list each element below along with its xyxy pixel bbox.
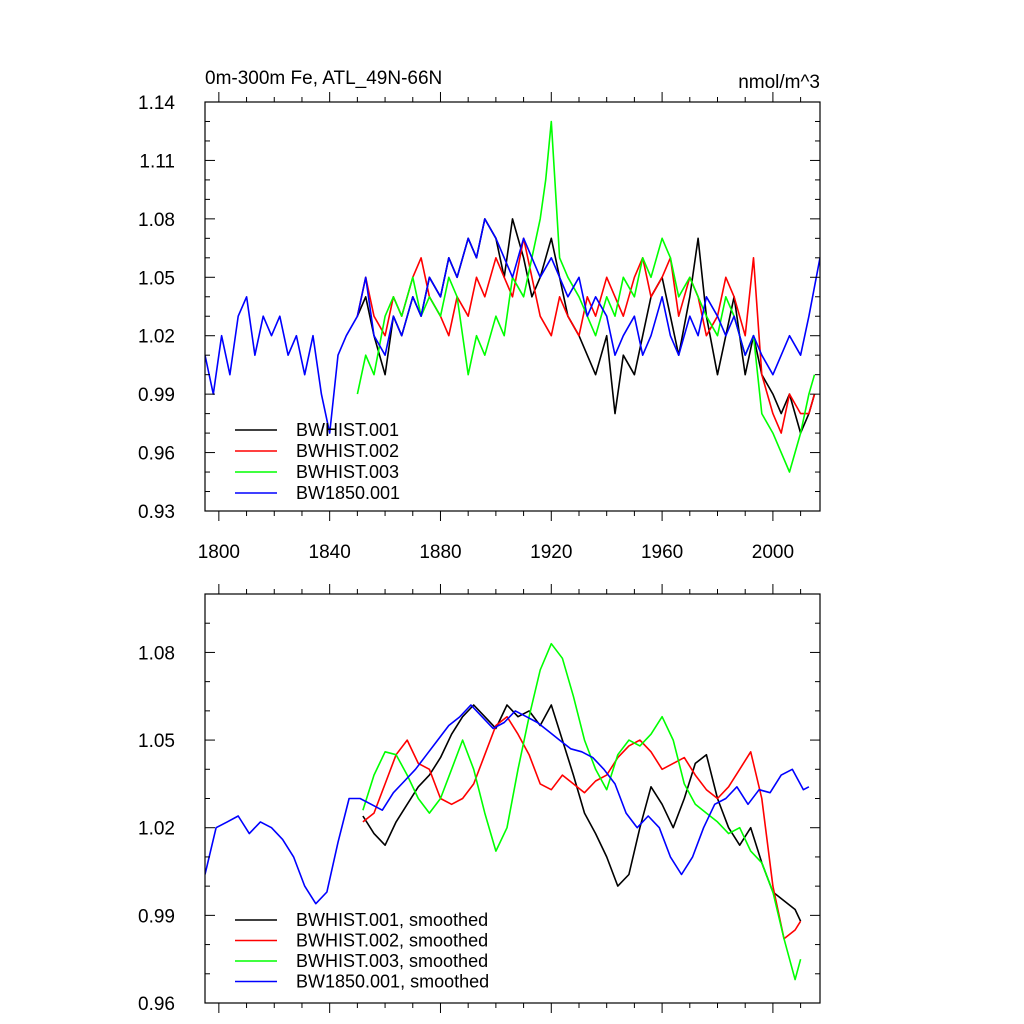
bottom-legend-label-1: BWHIST.002, smoothed <box>296 931 488 951</box>
top-legend-label-3: BW1850.001 <box>296 483 400 503</box>
bottom-legend-label-2: BWHIST.003, smoothed <box>296 951 488 971</box>
top-y-tick-label: 0.96 <box>138 444 175 465</box>
top-y-tick-label: 1.11 <box>139 151 175 172</box>
top-plot-frame <box>204 101 821 512</box>
top-legend-label-1: BWHIST.002 <box>296 441 399 461</box>
top-y-tick-label: 1.05 <box>138 268 175 289</box>
top-y-tick-label: 1.02 <box>138 327 175 348</box>
top-chart-title: 0m-300m Fe, ATL_49N-66N <box>205 68 442 89</box>
bottom-panel: 0.96 0.99 1.02 1.05 1.08 BWHIST.001, smoothed… <box>138 584 821 1015</box>
bottom-series-line-2 <box>362 642 802 981</box>
top-y-tick-label: 1.14 <box>138 93 175 114</box>
top-x-tick-label: 1800 <box>198 542 240 563</box>
top-series-line-1 <box>356 237 816 434</box>
top-units-label: nmol/m^3 <box>738 72 820 93</box>
top-legend-label-2: BWHIST.003 <box>296 462 399 482</box>
bottom-legend-label-3: BW1850.001, smoothed <box>296 972 489 992</box>
bottom-y-tick-label: 1.08 <box>138 643 175 664</box>
bottom-y-tick-label: 1.02 <box>138 819 175 840</box>
top-x-tick-label: 1840 <box>309 542 351 563</box>
top-x-tick-label: 1960 <box>641 542 683 563</box>
top-y-tick-label: 0.93 <box>138 502 175 523</box>
top-x-tick-label: 2000 <box>752 542 794 563</box>
top-y-tick-label: 0.99 <box>138 385 175 406</box>
top-x-tick-label: 1880 <box>419 542 461 563</box>
top-y-tick-label: 1.08 <box>138 210 175 231</box>
top-panel: 0.93 0.96 0.99 1.02 1.05 1.08 1.11 1.14 1800 1840… <box>138 68 821 563</box>
bottom-series-line-3 <box>205 704 810 905</box>
bottom-legend-label-0: BWHIST.001, smoothed <box>296 910 488 930</box>
bottom-series-line-0 <box>362 704 802 922</box>
top-x-tick-label: 1920 <box>530 542 572 563</box>
bottom-y-tick-label: 0.99 <box>138 906 175 927</box>
top-legend-label-0: BWHIST.001 <box>296 420 399 440</box>
bottom-y-tick-label: 1.05 <box>138 731 175 752</box>
bottom-y-tick-label: 0.96 <box>138 994 175 1015</box>
bottom-series-line-1 <box>362 715 802 940</box>
top-series-line-3 <box>205 218 820 434</box>
